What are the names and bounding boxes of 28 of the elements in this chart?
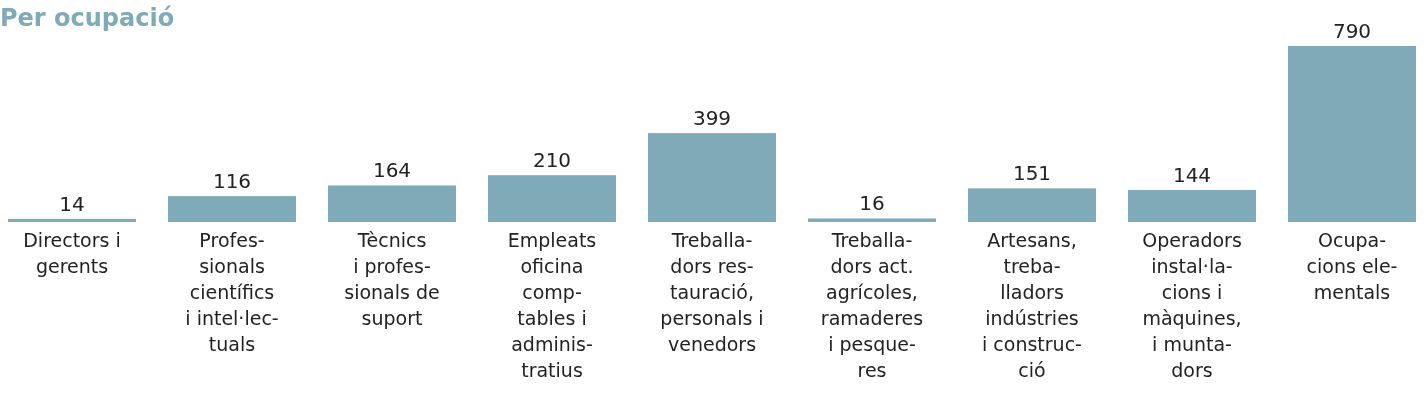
- data-label: 151: [1012, 161, 1052, 186]
- data-label: 144: [1172, 162, 1212, 187]
- chart-title: Per ocupació: [0, 4, 175, 32]
- x-tick-label: Directors i gerents: [23, 229, 121, 277]
- bar: [648, 133, 776, 222]
- data-label: 116: [212, 169, 252, 194]
- data-label: 399: [692, 106, 732, 131]
- bar: [808, 218, 936, 222]
- bar: [1288, 46, 1416, 222]
- bar: [488, 175, 616, 222]
- x-tick-label: Tècnics i profes- sionals de suport: [344, 229, 440, 329]
- data-label: 14: [59, 191, 85, 216]
- bar: [968, 188, 1096, 222]
- bar: [8, 218, 136, 222]
- bar: [1128, 189, 1256, 222]
- data-label: 210: [532, 148, 572, 173]
- bar: [168, 196, 296, 222]
- bar: [328, 185, 456, 222]
- x-tick-label: Ocupa- cions ele- mentals: [1306, 229, 1398, 303]
- x-tick-label: Treballa- dors act. agrícoles, ramaderes i pesque- res: [820, 229, 924, 381]
- data-label: 790: [1332, 19, 1372, 43]
- x-tick-label: Treballa- dors res- tauració, personals i venedors: [660, 229, 764, 355]
- x-tick-label: Profes- sionals científics i intel·lec- tuals: [185, 229, 279, 355]
- x-tick-label: Operadors instal·la- cions i màquines, i munta- dors: [1142, 229, 1242, 381]
- data-label: 164: [372, 158, 412, 183]
- x-tick-label: Artesans, treba- lladors indústries i construc- ció: [982, 229, 1082, 381]
- x-tick-label: Empleats oficina comp- tables i adminis- tratius: [507, 229, 597, 381]
- data-label: 16: [859, 191, 885, 216]
